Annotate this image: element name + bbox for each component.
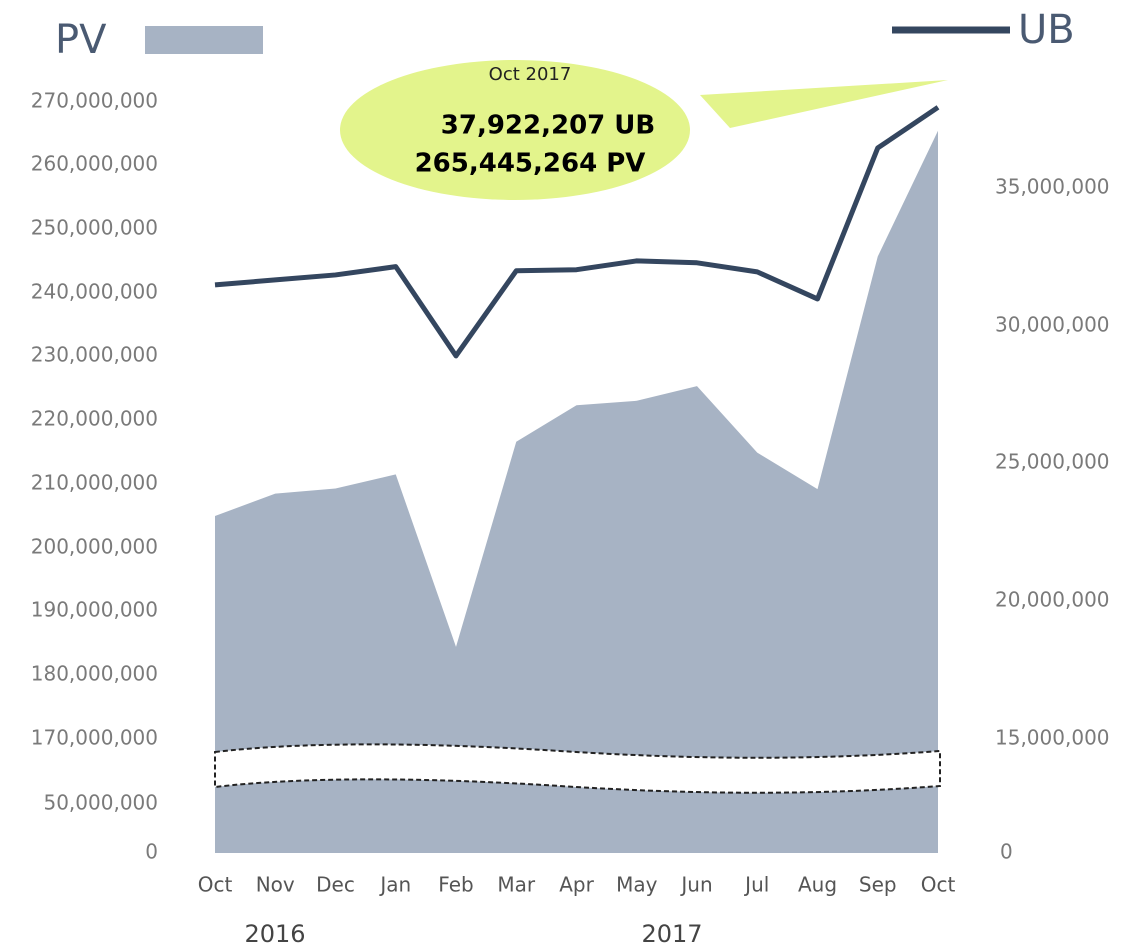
x-tick-label: Jul	[743, 873, 769, 897]
x-tick-label: Oct	[921, 873, 956, 897]
y2-tick-label: 30,000,000	[995, 313, 1110, 337]
y-tick-label: 220,000,000	[31, 407, 158, 431]
plot-area	[214, 105, 940, 854]
legend-label: PV	[55, 17, 107, 63]
x-tick-label: Aug	[798, 873, 837, 897]
y2-tick-label: 20,000,000	[995, 588, 1110, 612]
x-tick-label: Mar	[497, 873, 536, 897]
legend-label: UB	[1018, 7, 1075, 53]
year-label: 2016	[244, 920, 305, 947]
x-tick-label: Jun	[679, 873, 712, 897]
area	[215, 130, 938, 854]
y2-tick-label: 35,000,000	[995, 175, 1110, 199]
y-tick-label: 50,000,000	[43, 791, 158, 815]
y-tick-label: 180,000,000	[31, 662, 158, 686]
callout-line: 37,922,207 UB	[441, 111, 655, 141]
x-tick-label: Oct	[198, 873, 233, 897]
callout-bubble	[340, 60, 690, 200]
year-label: 2017	[641, 920, 702, 947]
callout-tail	[700, 80, 948, 128]
y2-tick-label: 0	[1000, 840, 1013, 864]
line	[214, 105, 940, 359]
x-tick-label: Nov	[256, 873, 295, 897]
axis-break	[214, 743, 941, 794]
callout-line: 265,445,264 PV	[415, 149, 646, 179]
callout: Oct 2017 37,922,207 UB 265,445,264 PV	[340, 60, 948, 200]
x-tick-label: May	[616, 873, 658, 897]
y-tick-label: 170,000,000	[31, 726, 158, 750]
callout-title: Oct 2017	[489, 64, 572, 85]
y-tick-label: 0	[145, 840, 158, 864]
y-tick-label: 250,000,000	[31, 216, 158, 240]
x-tick-label: Apr	[559, 873, 594, 897]
y-tick-label: 240,000,000	[31, 280, 158, 304]
y-tick-label: 200,000,000	[31, 535, 158, 559]
y-tick-label: 260,000,000	[31, 152, 158, 176]
x-tick-label: Dec	[316, 873, 355, 897]
x-tick-label: Feb	[438, 873, 473, 897]
y2-tick-label: 25,000,000	[995, 450, 1110, 474]
x-tick-label: Jan	[378, 873, 411, 897]
x-tick-label: Sep	[859, 873, 897, 897]
y-tick-label: 270,000,000	[31, 89, 158, 113]
y-tick-label: 190,000,000	[31, 598, 158, 622]
legend-swatch	[145, 26, 263, 54]
y2-tick-label: 15,000,000	[995, 726, 1110, 750]
y-tick-label: 210,000,000	[31, 471, 158, 495]
y-tick-label: 230,000,000	[31, 343, 158, 367]
